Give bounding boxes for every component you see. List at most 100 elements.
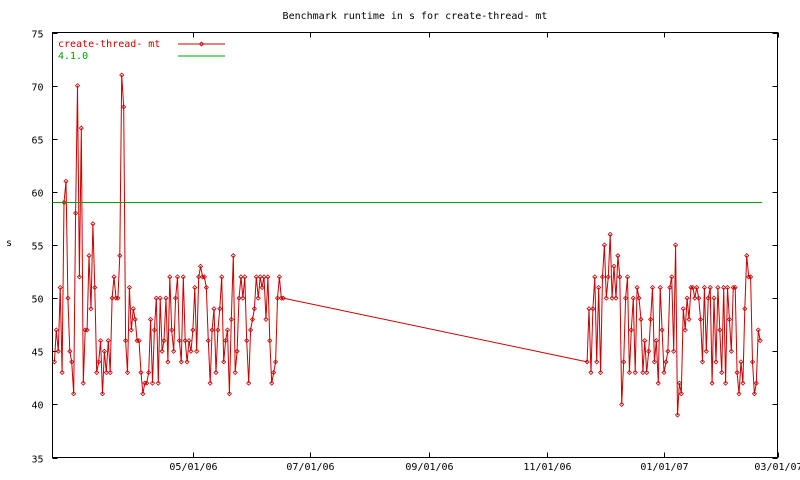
data-point: [736, 391, 742, 397]
data-point: [757, 338, 763, 344]
data-point: [696, 295, 702, 301]
data-point: [140, 391, 146, 397]
data-point: [215, 327, 221, 333]
data-point: [74, 83, 81, 89]
data-point: [67, 348, 73, 354]
data-point: [732, 284, 738, 291]
data-point: [646, 348, 652, 354]
data-point: [134, 338, 140, 344]
data-point: [621, 359, 627, 365]
y-axis-ticks: 35 40 45 50 55 60 65 70 75: [31, 30, 778, 466]
data-point: [651, 359, 657, 365]
data-point: [630, 295, 636, 301]
data-point: [642, 338, 648, 344]
data-point: [230, 253, 236, 259]
data-point: [261, 274, 267, 280]
data-point: [659, 327, 665, 333]
y-axis-label: s: [6, 238, 12, 249]
data-point: [648, 316, 654, 322]
data-point: [719, 369, 725, 376]
data-point: [259, 284, 265, 291]
plot-frame: [52, 32, 778, 458]
data-point: [724, 284, 731, 291]
data-point: [88, 306, 94, 312]
data-point: [742, 306, 748, 312]
data-point: [161, 338, 167, 344]
data-point: [638, 316, 644, 322]
data-point: [163, 295, 169, 301]
data-point: [626, 369, 632, 376]
data-point: [65, 295, 71, 301]
data-point: [748, 274, 754, 280]
data-point: [280, 295, 286, 301]
data-point: [682, 327, 688, 333]
data-point: [124, 369, 131, 376]
x-tick-label: 11/01/06: [523, 462, 571, 473]
x-tick-label: 03/01/07: [754, 462, 800, 473]
data-point: [709, 380, 715, 386]
data-point: [726, 316, 732, 322]
data-point: [705, 295, 711, 301]
data-point: [713, 359, 719, 365]
data-point: [632, 369, 638, 376]
data-point: [53, 327, 59, 333]
data-point: [153, 295, 159, 301]
data-point: [165, 359, 171, 365]
data-point: [749, 359, 756, 365]
data-point: [157, 295, 163, 301]
data-point: [586, 306, 592, 312]
data-point: [98, 338, 104, 344]
data-point: [634, 284, 640, 291]
data-point: [653, 338, 659, 344]
data-point: [753, 380, 759, 386]
data-point: [246, 380, 252, 386]
chart-title: Benchmark runtime in s for create-thread…: [283, 11, 548, 22]
data-point: [678, 391, 684, 397]
data-point: [703, 348, 709, 354]
data-point: [253, 274, 259, 280]
data-point: [599, 274, 606, 280]
data-point: [676, 380, 682, 386]
x-tick-label: 09/01/06: [405, 462, 453, 473]
y-tick-label: 50: [31, 295, 43, 306]
data-point: [623, 295, 629, 301]
data-point: [240, 295, 246, 301]
data-point: [680, 306, 686, 312]
data-point: [55, 348, 61, 354]
data-point: [101, 348, 107, 354]
data-point: [273, 359, 279, 365]
data-point: [86, 253, 92, 259]
data-point: [103, 369, 109, 376]
data-point: [674, 412, 681, 418]
data-point: [92, 284, 98, 291]
data-point: [603, 295, 609, 301]
data-point: [111, 274, 117, 280]
y-tick-label: 45: [31, 348, 43, 359]
data-point: [755, 327, 761, 333]
data-point: [657, 284, 663, 291]
y-tick-label: 55: [31, 242, 43, 253]
data-point: [584, 359, 590, 365]
x-tick-label: 01/01/07: [640, 462, 688, 473]
data-point: [592, 274, 598, 280]
data-point: [213, 369, 219, 376]
data-point: [207, 380, 213, 386]
data-point: [198, 263, 204, 269]
data-point: [617, 274, 623, 280]
data-point: [142, 380, 148, 386]
legend-label: 4.1.0: [58, 51, 88, 62]
data-point: [615, 253, 621, 259]
data-point: [663, 359, 669, 365]
data-point: [619, 401, 625, 407]
legend-marker: [198, 41, 205, 47]
data-point: [624, 274, 631, 280]
data-point: [148, 316, 154, 322]
data-point: [174, 274, 181, 280]
data-point: [609, 295, 615, 301]
data-point: [205, 338, 211, 344]
data-point: [144, 380, 150, 386]
data-point: [138, 369, 144, 376]
data-point: [71, 391, 77, 397]
data-point: [169, 327, 175, 333]
